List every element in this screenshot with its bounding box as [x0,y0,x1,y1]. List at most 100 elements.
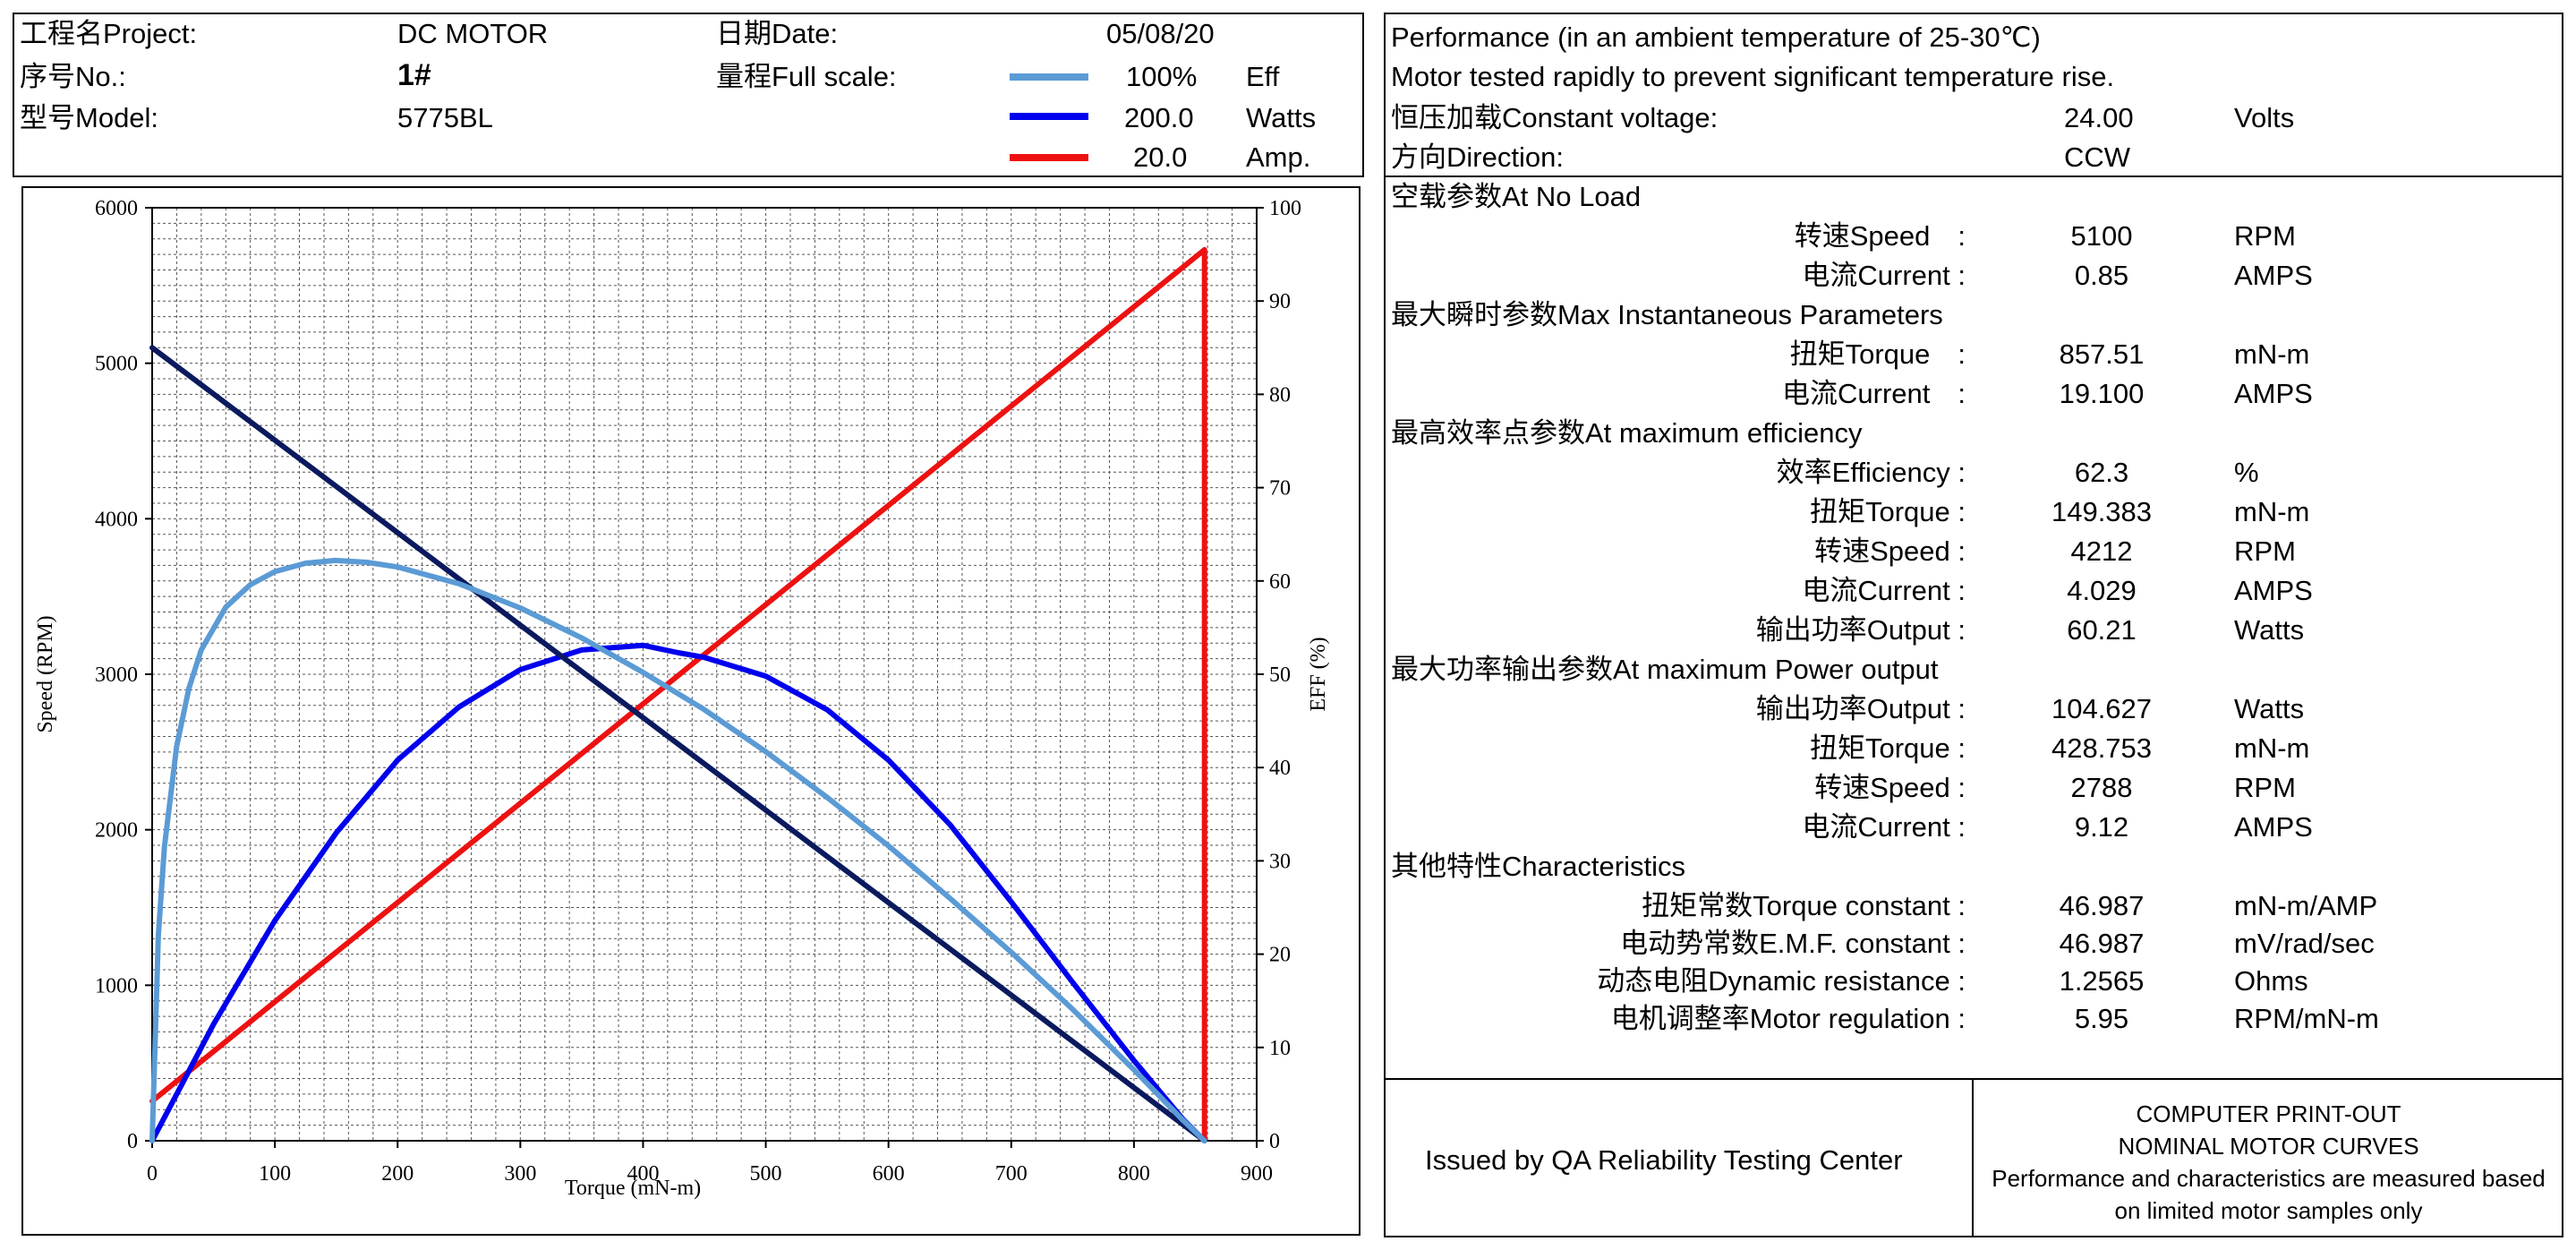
param-unit: mN-m [2234,732,2310,764]
param-value: 857.51 [2059,338,2145,370]
performance-box [1384,13,2563,1237]
current-series-line [149,246,1207,1143]
param-label: 扭矩Torque : [1809,732,1966,764]
param-value: 2788 [2070,772,2133,803]
param-value: 428.753 [2051,732,2153,764]
voltage-unit: Volts [2234,102,2295,133]
header-box [13,13,1364,177]
legend-watts-line [1010,113,1088,120]
section-title: 空载参数At No Load [1391,181,1642,212]
performance-title: Performance (in an ambient temperature o… [1391,21,2041,53]
footer-notice-line: Performance and characteristics are meas… [1992,1165,2546,1192]
no-label: 序号No.: [20,61,126,92]
param-unit: AMPS [2234,575,2313,606]
y2-tick-label: 20 [1269,944,1291,967]
param-label: 电机调整率Motor regulation : [1610,1003,1966,1034]
motor-curve-chart: 0 100 200 300 400 500 600 700 800 900010002000300… [34,197,1330,1200]
model-value: 5775BL [397,102,493,133]
param-label: 转速Speed : [1814,772,1966,803]
param-unit: Watts [2234,693,2305,724]
x-tick-label: 700 [995,1162,1028,1186]
footer-vertical-divider [1972,1078,1974,1237]
y2-tick-label: 70 [1269,477,1291,501]
param-label: 转速Speed : [1814,535,1966,567]
x-tick-label: 200 [381,1162,414,1186]
x-tick-label: 0 [147,1162,158,1186]
param-unit: RPM [2234,772,2296,803]
param-label: 扭矩Torque : [1789,338,1966,370]
y2-tick-label: 10 [1269,1037,1291,1060]
param-unit: mN-m [2234,338,2310,370]
project-label: 工程名Project: [20,18,198,49]
y2-tick-label: 30 [1269,850,1291,873]
x-axis-label: Torque (mN-m) [565,1177,701,1200]
speed-series-line [149,345,1207,1143]
x-tick-label: 400 [627,1162,659,1186]
param-value: 9.12 [2074,811,2129,843]
param-value: 60.21 [2067,614,2137,646]
chart-box [21,186,1361,1236]
legend-amp-unit: Amp. [1246,141,1311,173]
date-label: 日期Date: [716,18,839,49]
param-unit: Watts [2234,614,2305,646]
y-tick-label: 6000 [95,197,138,220]
param-unit: mV/rad/sec [2234,928,2375,959]
y-axis-label: Speed (RPM) [34,615,57,732]
grid [151,207,1258,1142]
fullscale-label: 量程Full scale: [716,61,897,92]
param-label: 扭矩常数Torque constant : [1642,890,1966,921]
param-unit: RPM [2234,535,2296,567]
param-label: 电流Current : [1782,378,1966,409]
y-tick-label: 2000 [95,819,138,843]
y-tick-label: 0 [127,1130,138,1153]
x-tick-label: 600 [873,1162,905,1186]
param-unit: RPM [2234,220,2296,252]
date-value: 05/08/20 [1106,18,1215,49]
footer-notice-line: NOMINAL MOTOR CURVES [2118,1133,2419,1160]
param-label: 电流Current : [1802,575,1966,606]
param-label: 输出功率Output : [1755,614,1966,646]
y-tick-label: 3000 [95,664,138,687]
y2-tick-label: 50 [1269,664,1291,687]
voltage-value: 24.00 [2064,102,2134,133]
legend-amp-line [1010,154,1088,161]
y2-tick-label: 80 [1269,383,1291,407]
legend-eff-unit: Eff [1246,61,1280,92]
param-unit: mN-m/AMP [2234,890,2378,921]
param-value: 46.987 [2059,928,2145,959]
y2-tick-label: 100 [1269,197,1301,220]
section-title: 最大瞬时参数Max Instantaneous Parameters [1391,299,1943,330]
param-value: 104.627 [2051,693,2153,724]
legend-watts-unit: Watts [1246,102,1317,133]
legend-amp-value: 20.0 [1133,141,1188,173]
param-value: 4.029 [2067,575,2137,606]
x-tick-label: 900 [1241,1162,1273,1186]
x-tick-label: 100 [259,1162,291,1186]
footer-notice: COMPUTER PRINT-OUT NOMINAL MOTOR CURVES … [1974,1098,2563,1227]
section-title: 其他特性Characteristics [1391,851,1685,882]
param-unit: RPM/mN-m [2234,1003,2379,1034]
param-value: 149.383 [2051,496,2153,527]
section-title: 最大功率输出参数At maximum Power output [1391,654,1939,685]
param-unit: mN-m [2234,496,2310,527]
param-unit: Ohms [2234,965,2308,997]
y2-tick-label: 0 [1269,1130,1280,1153]
param-label: 转速Speed : [1794,220,1966,252]
footer-notice-line: COMPUTER PRINT-OUT [2136,1100,2401,1127]
param-label: 效率Efficiency : [1776,457,1966,488]
param-unit: % [2234,457,2259,488]
efficiency-series-line [149,557,1207,1143]
param-label: 电流Current : [1802,260,1966,291]
direction-label: 方向Direction: [1391,141,1564,173]
param-value: 62.3 [2074,457,2129,488]
plot-frame [151,207,1258,1142]
x-tick-label: 500 [750,1162,782,1186]
voltage-label: 恒压加载Constant voltage: [1391,102,1719,133]
footer-divider [1384,1078,2563,1080]
performance-header-divider [1384,176,2563,177]
param-unit: AMPS [2234,260,2313,291]
issued-by: Issued by QA Reliability Testing Center [1425,1144,1903,1176]
y-tick-label: 1000 [95,974,138,997]
param-value: 0.85 [2074,260,2129,291]
section-title: 最高效率点参数At maximum efficiency [1391,417,1863,449]
